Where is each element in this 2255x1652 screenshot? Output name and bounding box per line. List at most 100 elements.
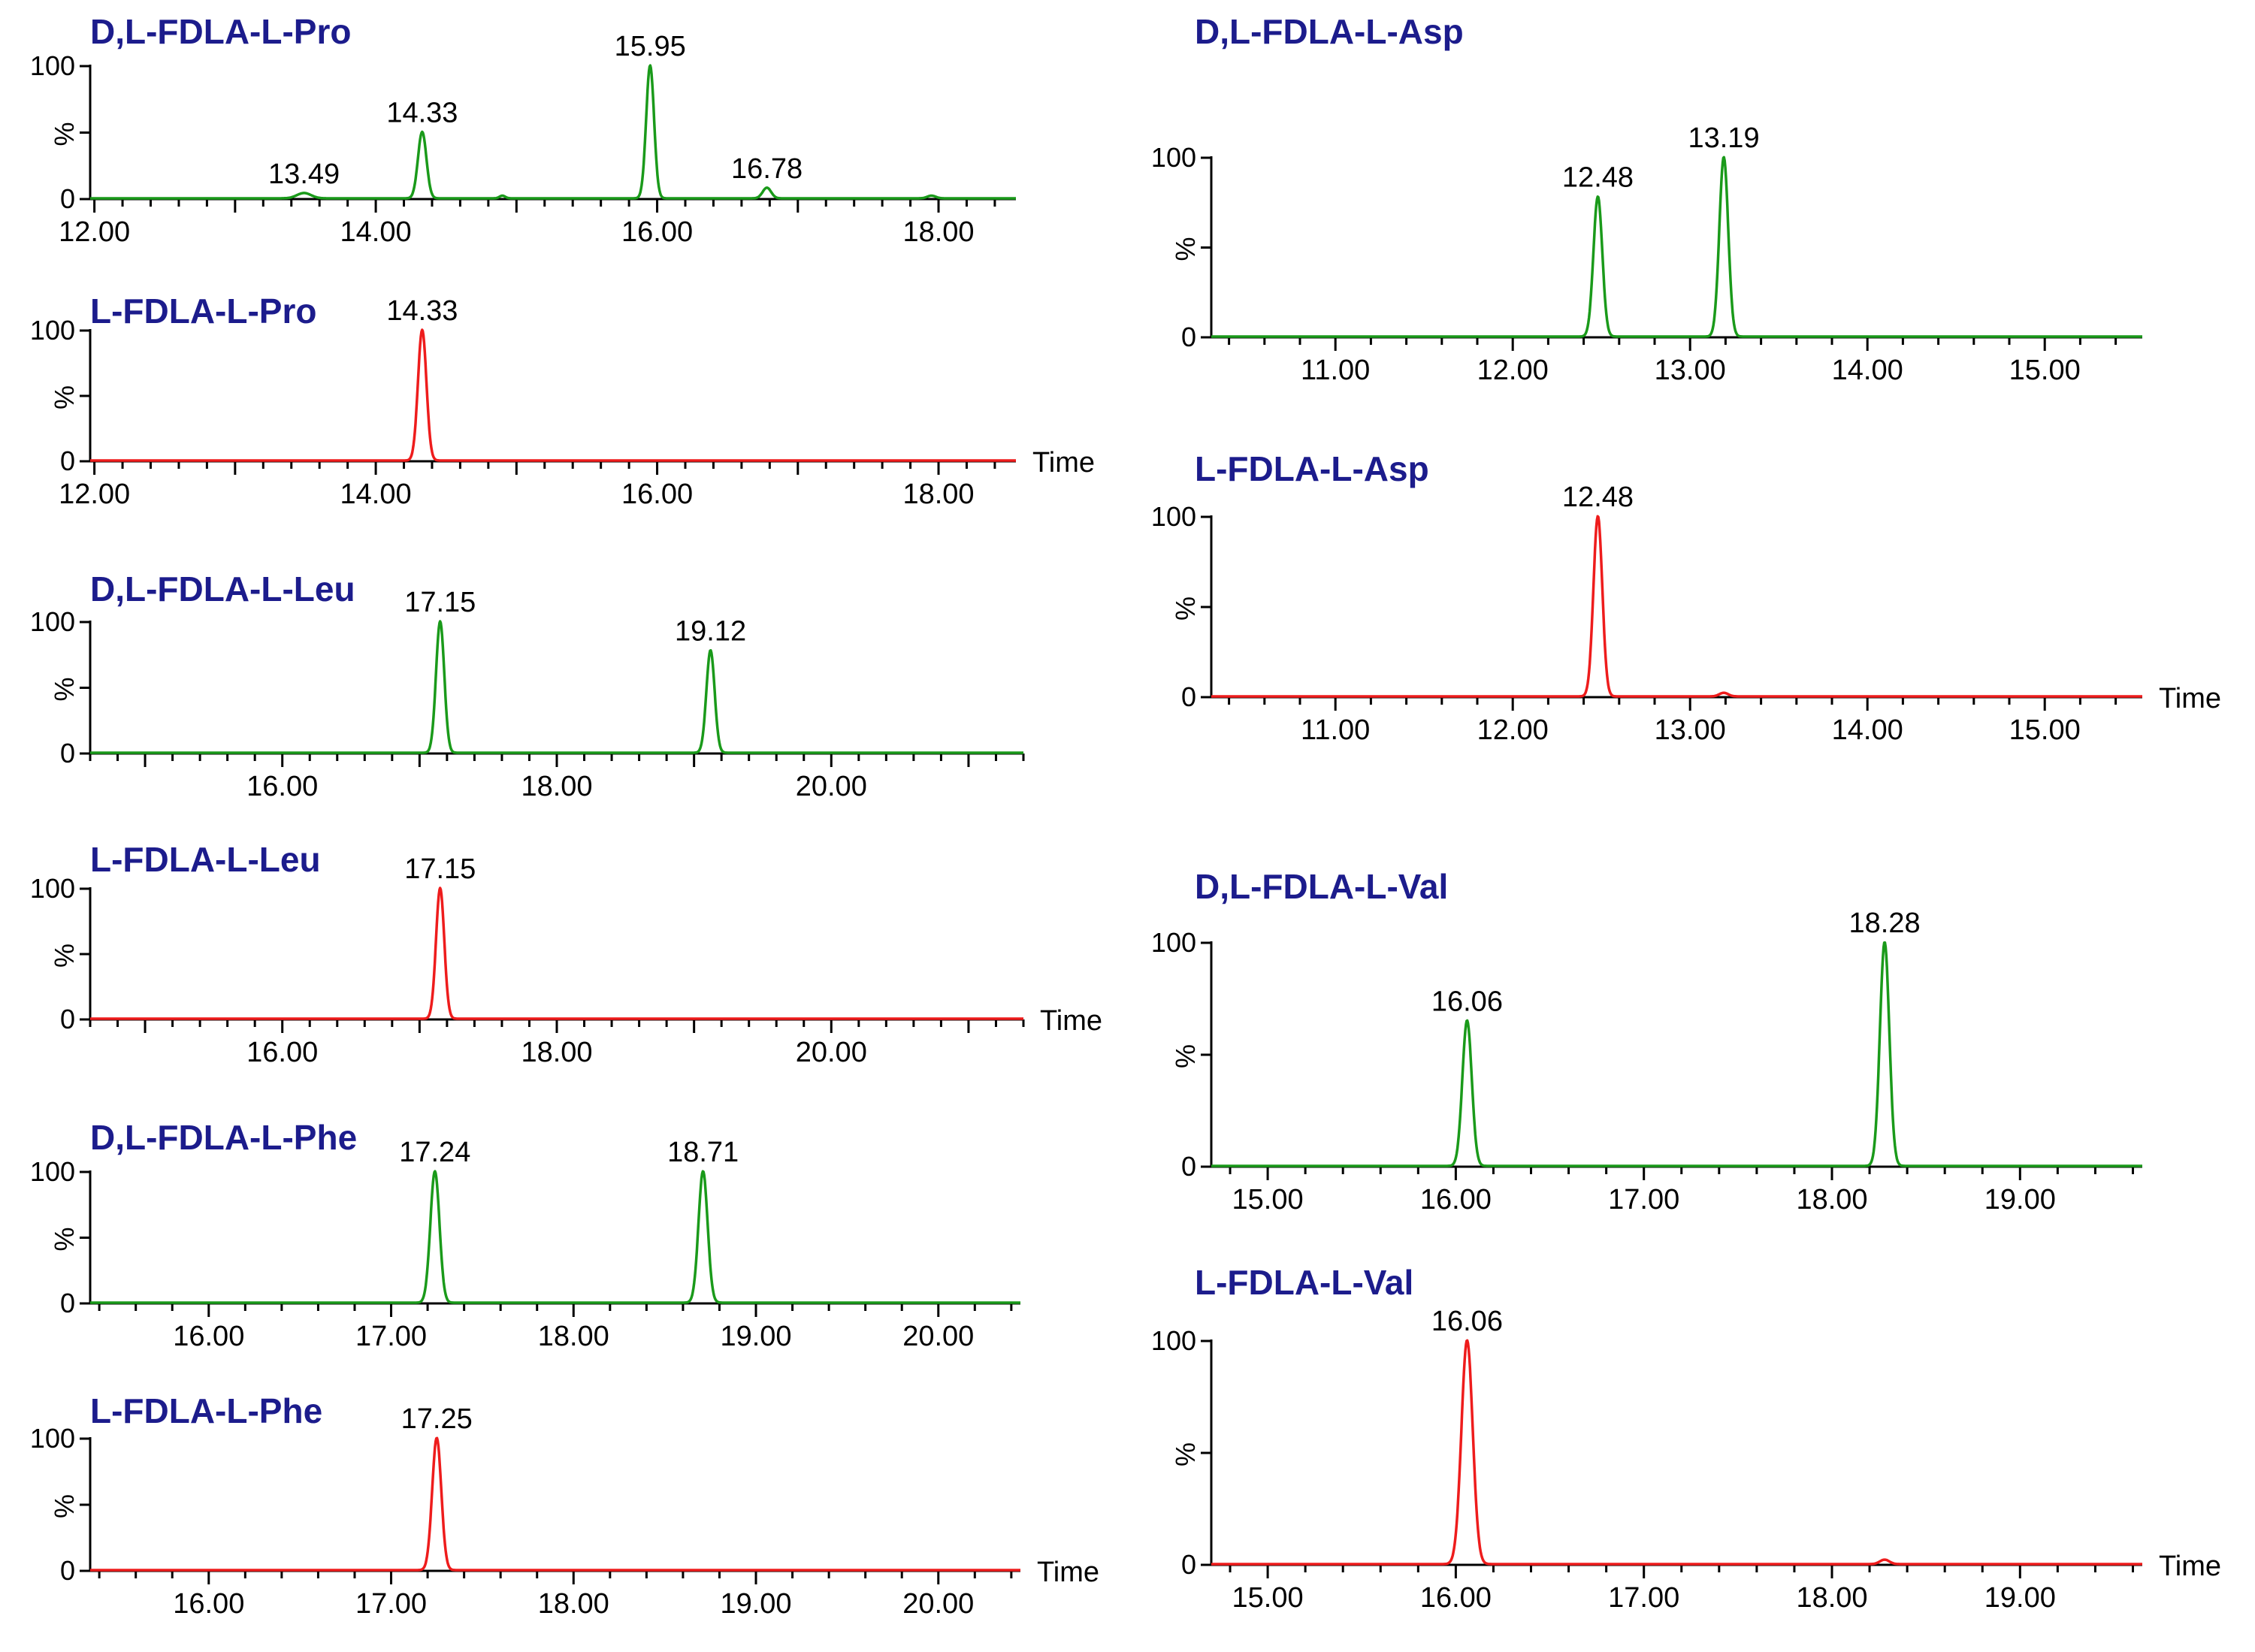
x-axis-tick-label: 18.00 [1796, 1184, 1867, 1216]
y-axis-percent-label: % [49, 944, 80, 968]
y-axis-percent-label: % [49, 1228, 80, 1252]
y-axis-tick-label: 0 [60, 1288, 75, 1318]
chromatogram-trace-red [89, 886, 1024, 1020]
x-axis-time-label: Time [2159, 683, 2221, 714]
chromatogram-panel-l-pro: L-FDLA-L-Pro 100% 012.00 14.00 16.00 18.00 Tim… [30, 291, 1095, 510]
x-axis-tick-label: 16.00 [621, 479, 693, 510]
x-axis-tick-label: 20.00 [796, 1037, 867, 1068]
x-axis-tick-label: 14.00 [340, 216, 412, 248]
x-axis-time-label: Time [2159, 1551, 2221, 1582]
x-axis-tick-label: 17.00 [1608, 1582, 1679, 1614]
panel-title: D,L-FDLA-L-Leu [90, 569, 355, 609]
x-axis-tick-label: 20.00 [796, 771, 867, 802]
peak-label: 13.49 [268, 159, 340, 190]
peak-label: 17.15 [404, 853, 476, 885]
x-axis-time-label: Time [1040, 1005, 1102, 1037]
chromatogram-trace-green [1211, 941, 2143, 1167]
chromatogram-panel-l-val: L-FDLA-L-Val 100% 0 15.00 16.00 17.00 18.00 19.… [1151, 1263, 2221, 1614]
y-axis-percent-label: % [49, 678, 80, 702]
x-axis-tick-label: 16.00 [621, 216, 693, 248]
peak-label: 17.25 [401, 1403, 473, 1435]
chromatogram-panel-dl-phe: D,L-FDLA-L-Phe 100% 0 16.00 17.00 18.00 19.00 2… [30, 1118, 1021, 1352]
chromatogram-panel-dl-asp: D,L-FDLA-L-Asp 100% 0 11.00 12.00 13.00 14.00 1… [1151, 12, 2143, 386]
peak-label: 19.12 [675, 616, 746, 648]
peak-label: 17.15 [404, 587, 476, 618]
peak-label: 18.28 [1849, 908, 1921, 939]
panel-title: L-FDLA-L-Phe [90, 1391, 322, 1430]
chromatogram-trace-red [89, 1436, 1021, 1572]
x-axis-tick-label: 15.00 [2009, 355, 2081, 386]
y-axis-tick-label: 0 [1181, 1151, 1196, 1182]
y-axis-tick-label: 100 [30, 50, 75, 81]
x-axis-tick-label: 18.00 [902, 479, 974, 510]
y-axis-tick-label: 0 [60, 445, 75, 476]
chromatogram-panel-l-phe: L-FDLA-L-Phe 100% 0 16.00 17.00 18.00 19.00 20.… [30, 1391, 1099, 1620]
chromatogram-trace-green [1211, 156, 2143, 338]
x-axis-tick-label: 18.00 [521, 1037, 592, 1068]
y-axis-percent-label: % [49, 385, 80, 409]
chromatogram-panel-l-asp: L-FDLA-L-Asp 100% 0 11.00 12.00 13.00 14.00 15.… [1151, 449, 2221, 746]
x-axis-tick-label: 18.00 [521, 771, 592, 802]
x-axis-tick-label: 14.00 [340, 479, 412, 510]
y-axis-tick-label: 0 [60, 1555, 75, 1586]
chromatogram-trace-green [89, 620, 1024, 754]
peak-label: 18.71 [667, 1137, 739, 1168]
x-axis-tick-label: 19.00 [720, 1588, 791, 1620]
y-axis-tick-label: 100 [30, 1423, 75, 1454]
panel-title: L-FDLA-L-Leu [90, 840, 321, 879]
chromatogram-trace-green [89, 64, 1017, 200]
y-axis-tick-label: 0 [60, 183, 75, 214]
panel-title: L-FDLA-L-Pro [90, 291, 316, 331]
y-axis-tick-label: 100 [1151, 501, 1196, 532]
x-axis-tick-label: 16.00 [1420, 1582, 1492, 1614]
y-axis-tick-label: 0 [60, 738, 75, 769]
y-axis-tick-label: 100 [30, 1156, 75, 1187]
y-axis-percent-label: % [1170, 1442, 1201, 1466]
y-axis-tick-label: 0 [60, 1004, 75, 1034]
panel-title: D,L-FDLA-L-Phe [90, 1118, 357, 1157]
chromatogram-trace-red [89, 328, 1017, 462]
x-axis-tick-label: 11.00 [1301, 355, 1370, 386]
peak-label: 16.06 [1431, 986, 1503, 1017]
x-axis-tick-label: 12.00 [59, 479, 130, 510]
peak-label: 16.78 [731, 153, 803, 185]
chromatogram-panel-dl-leu: D,L-FDLA-L-Leu 100% 0 16.00 18.00 20.00 17.15 1… [30, 569, 1025, 802]
x-axis-tick-label: 17.00 [355, 1321, 427, 1352]
x-axis-tick-label: 17.00 [355, 1588, 427, 1620]
panel-title: D,L-FDLA-L-Pro [90, 12, 351, 51]
y-axis-tick-label: 0 [1181, 322, 1196, 352]
y-axis-tick-label: 100 [30, 315, 75, 346]
x-axis-tick-label: 18.00 [538, 1588, 609, 1620]
x-axis-tick-label: 19.00 [1984, 1582, 2056, 1614]
x-axis-tick-label: 15.00 [2009, 714, 2081, 746]
y-axis-tick-label: 100 [1151, 1325, 1196, 1356]
chromatogram-trace-green [89, 1170, 1021, 1304]
peak-label: 15.95 [615, 31, 686, 62]
x-axis-tick-label: 17.00 [1608, 1184, 1679, 1216]
y-axis-tick-label: 100 [1151, 142, 1196, 173]
peak-label: 12.48 [1562, 482, 1634, 513]
peak-label: 14.33 [386, 98, 458, 129]
chromatogram-panel-l-leu: L-FDLA-L-Leu 100% 0 16.00 18.00 20.00 Time 17.1… [30, 840, 1102, 1068]
x-axis-tick-label: 12.00 [59, 216, 130, 248]
peak-label: 16.06 [1431, 1306, 1503, 1337]
chromatogram-panel-dl-pro: D,L-FDLA-L-Pro 100% 012.00 14.00 16.00 18.00 1… [30, 12, 1017, 248]
y-axis-tick-label: 0 [1181, 1549, 1196, 1580]
x-axis-tick-label: 18.00 [538, 1321, 609, 1352]
y-axis-tick-label: 100 [1151, 927, 1196, 958]
x-axis-tick-label: 18.00 [902, 216, 974, 248]
x-axis-tick-label: 19.00 [1984, 1184, 2056, 1216]
chromatogram-trace-red [1211, 1339, 2143, 1566]
y-axis-percent-label: % [1170, 237, 1201, 261]
x-axis-tick-label: 12.00 [1477, 714, 1549, 746]
x-axis-tick-label: 18.00 [1796, 1582, 1867, 1614]
panel-title: D,L-FDLA-L-Val [1195, 867, 1448, 906]
x-axis-tick-label: 20.00 [902, 1588, 974, 1620]
peak-label: 13.19 [1688, 122, 1759, 154]
y-axis-tick-label: 100 [30, 873, 75, 904]
x-axis-tick-label: 14.00 [1832, 714, 1903, 746]
x-axis-time-label: Time [1032, 447, 1095, 479]
x-axis-tick-label: 16.00 [246, 1037, 318, 1068]
